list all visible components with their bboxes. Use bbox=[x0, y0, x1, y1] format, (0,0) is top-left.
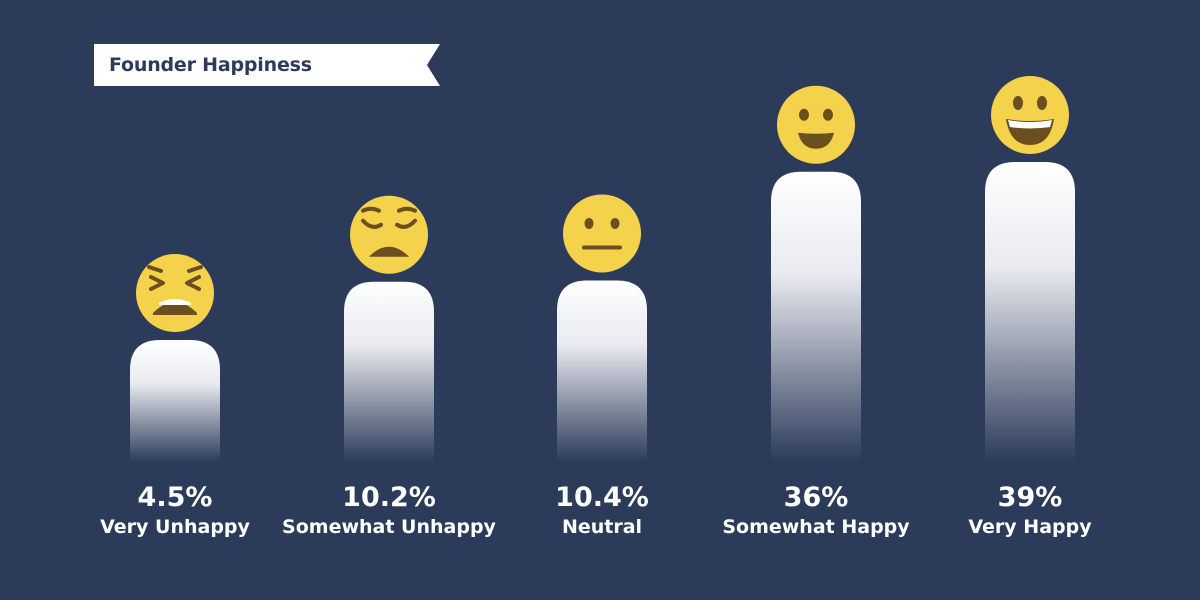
mouth bbox=[153, 302, 197, 315]
bar-somewhat-unhappy bbox=[344, 281, 434, 462]
value-label: 39% bbox=[998, 482, 1063, 513]
category-label: Very Unhappy bbox=[100, 516, 250, 538]
banner-ribbon-shape bbox=[94, 44, 440, 86]
emoji-face-circle bbox=[777, 85, 855, 164]
right-eye bbox=[610, 217, 620, 229]
left-eye bbox=[149, 275, 165, 291]
right-eye bbox=[185, 275, 201, 291]
bar-neutral bbox=[557, 280, 647, 462]
bar-very-happy bbox=[985, 162, 1075, 462]
value-label: 10.2% bbox=[342, 482, 436, 513]
tired-face-icon bbox=[136, 254, 214, 332]
emoji-face-circle bbox=[563, 194, 641, 273]
right-brow bbox=[397, 206, 417, 213]
left-brow bbox=[147, 265, 163, 273]
right-eye bbox=[1037, 96, 1047, 110]
mouth bbox=[798, 132, 834, 149]
labels-layer: 4.5% Very Unhappy 10.2% Somewhat Unhappy 10.… bbox=[100, 482, 1092, 538]
emoji-layer bbox=[136, 76, 1069, 332]
right-eye bbox=[823, 108, 833, 121]
emoji-face-circle bbox=[991, 76, 1069, 154]
chart-title: Founder Happiness bbox=[109, 54, 312, 76]
right-eye bbox=[395, 218, 417, 229]
bar-very-unhappy bbox=[130, 340, 220, 462]
left-eye bbox=[799, 108, 809, 121]
teeth bbox=[1008, 120, 1052, 129]
category-label: Very Happy bbox=[968, 516, 1092, 538]
category-label: Somewhat Unhappy bbox=[282, 516, 497, 538]
grinning-face-icon bbox=[991, 76, 1069, 154]
left-brow bbox=[361, 206, 381, 213]
bar-somewhat-happy bbox=[771, 171, 861, 462]
chart-title-banner: Founder Happiness bbox=[94, 44, 440, 86]
right-brow bbox=[187, 265, 203, 273]
category-label: Somewhat Happy bbox=[722, 516, 910, 538]
value-label: 36% bbox=[784, 482, 849, 513]
teeth bbox=[159, 299, 191, 305]
emoji-face-circle bbox=[350, 195, 428, 274]
value-label: 10.4% bbox=[555, 482, 649, 513]
category-label: Neutral bbox=[562, 516, 642, 538]
left-eye bbox=[584, 217, 594, 229]
left-eye bbox=[1013, 96, 1023, 110]
left-eye bbox=[361, 218, 383, 229]
pensive-face-icon bbox=[350, 195, 428, 274]
mouth bbox=[369, 246, 409, 257]
value-label: 4.5% bbox=[138, 482, 213, 513]
smiling-face-icon bbox=[777, 85, 855, 164]
neutral-face-icon bbox=[563, 194, 641, 273]
bars-layer bbox=[130, 162, 1075, 462]
